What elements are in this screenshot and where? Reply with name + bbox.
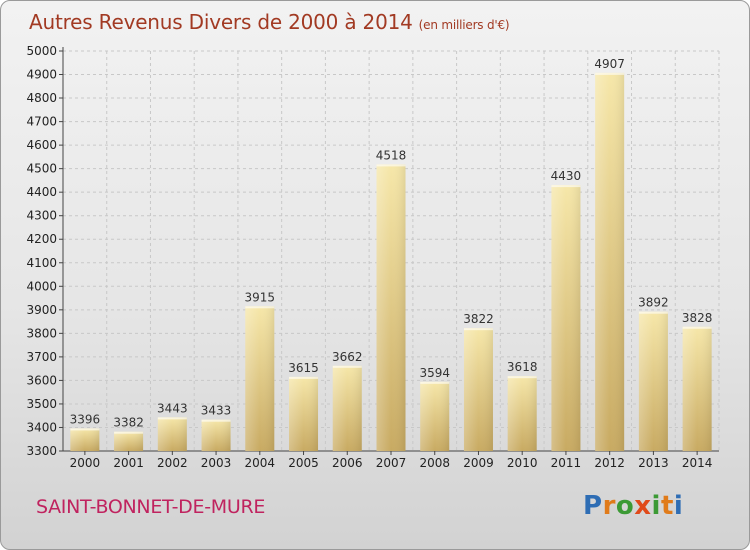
value-label: 3615 bbox=[288, 361, 319, 375]
x-tick-label: 2011 bbox=[551, 456, 582, 470]
y-tick-label: 4000 bbox=[26, 279, 57, 293]
commune-name: SAINT-BONNET-DE-MURE bbox=[36, 496, 266, 518]
bar-top-highlight bbox=[289, 376, 319, 379]
x-tick-label: 2001 bbox=[113, 456, 144, 470]
bar-shading bbox=[638, 311, 668, 451]
bar-shading bbox=[507, 376, 537, 451]
chart-title-text: Autres Revenus Divers de 2000 à 2014 bbox=[29, 10, 413, 34]
bar-shading bbox=[420, 381, 450, 451]
logo-letter: i bbox=[673, 491, 684, 521]
y-tick-label: 3300 bbox=[26, 444, 57, 458]
value-label: 3396 bbox=[70, 412, 101, 426]
bar-shading bbox=[289, 376, 319, 451]
y-tick-label: 4300 bbox=[26, 209, 57, 223]
y-tick-label: 3500 bbox=[26, 397, 57, 411]
y-tick-label: 3700 bbox=[26, 350, 57, 364]
y-tick-label: 5000 bbox=[26, 44, 57, 58]
y-tick-label: 3400 bbox=[26, 420, 57, 434]
bar-shading bbox=[595, 72, 625, 451]
x-tick-label: 2014 bbox=[682, 456, 713, 470]
logo-letter: r bbox=[602, 491, 616, 521]
logo-letter: i bbox=[651, 491, 661, 521]
bar-shading bbox=[157, 417, 187, 451]
bar-shading bbox=[376, 164, 406, 452]
y-tick-label: 3900 bbox=[26, 303, 57, 317]
bar-top-highlight bbox=[376, 164, 406, 167]
value-label: 3822 bbox=[463, 312, 494, 326]
y-tick-label: 4100 bbox=[26, 256, 57, 270]
bar-top-highlight bbox=[201, 419, 231, 422]
bar-top-highlight bbox=[463, 328, 493, 331]
y-tick-label: 4600 bbox=[26, 138, 57, 152]
value-label: 3618 bbox=[507, 360, 538, 374]
value-label: 3915 bbox=[245, 290, 276, 304]
bar-top-highlight bbox=[70, 428, 100, 431]
bar-shading bbox=[332, 365, 362, 451]
y-tick-label: 4800 bbox=[26, 91, 57, 105]
bars bbox=[70, 72, 712, 452]
bar-top-highlight bbox=[332, 365, 362, 368]
bar-shading bbox=[70, 428, 100, 451]
bar-shading bbox=[201, 419, 231, 451]
x-tick-label: 2012 bbox=[594, 456, 625, 470]
bar-top-highlight bbox=[114, 431, 144, 434]
value-label: 3828 bbox=[682, 311, 713, 325]
value-label: 3433 bbox=[201, 404, 232, 418]
x-tick-label: 2005 bbox=[288, 456, 319, 470]
bar-top-highlight bbox=[157, 417, 187, 420]
x-tick-label: 2010 bbox=[507, 456, 538, 470]
bar-top-highlight bbox=[245, 306, 275, 309]
x-tick-label: 2013 bbox=[638, 456, 669, 470]
proxiti-logo[interactable]: Proxiti bbox=[583, 491, 683, 521]
value-labels: 3396 3382 3443 3433 3915 3615 3662 4518 3594 3822… bbox=[70, 57, 713, 430]
value-label: 4518 bbox=[376, 148, 407, 162]
value-label: 3594 bbox=[419, 366, 450, 380]
chart-title: Autres Revenus Divers de 2000 à 2014 (en … bbox=[29, 10, 510, 34]
x-tick-label: 2004 bbox=[245, 456, 276, 470]
value-label: 3382 bbox=[113, 416, 144, 430]
bar-top-highlight bbox=[551, 185, 581, 188]
value-label: 4430 bbox=[551, 169, 582, 183]
x-tick-label: 2007 bbox=[376, 456, 407, 470]
value-label: 3662 bbox=[332, 350, 363, 364]
x-tick-label: 2000 bbox=[70, 456, 101, 470]
bar-top-highlight bbox=[638, 311, 668, 314]
bar-top-highlight bbox=[595, 72, 625, 75]
y-tick-label: 4500 bbox=[26, 162, 57, 176]
chart-title-unit: (en milliers d'€) bbox=[418, 18, 510, 32]
value-label: 3892 bbox=[638, 296, 669, 310]
y-tick-label: 3600 bbox=[26, 373, 57, 387]
value-label: 3443 bbox=[157, 401, 188, 415]
bar-shading bbox=[463, 328, 493, 451]
x-tick-label: 2002 bbox=[157, 456, 188, 470]
logo-letter: o bbox=[615, 491, 635, 521]
bar-shading bbox=[245, 306, 275, 451]
logo-letter: P bbox=[583, 491, 603, 521]
logo-letter: t bbox=[660, 491, 674, 521]
x-tick-label: 2008 bbox=[419, 456, 450, 470]
y-tick-label: 4900 bbox=[26, 68, 57, 82]
x-tick-label: 2006 bbox=[332, 456, 363, 470]
x-tick-label: 2009 bbox=[463, 456, 494, 470]
logo-letter: x bbox=[634, 491, 652, 521]
y-tick-label: 4700 bbox=[26, 115, 57, 129]
y-tick-label: 4200 bbox=[26, 232, 57, 246]
bar-top-highlight bbox=[507, 376, 537, 379]
bar-shading bbox=[682, 326, 712, 451]
bar-shading bbox=[114, 431, 144, 451]
bar-shading bbox=[551, 185, 581, 451]
x-tick-label: 2003 bbox=[201, 456, 232, 470]
value-label: 4907 bbox=[594, 57, 625, 71]
y-tick-label: 4400 bbox=[26, 185, 57, 199]
bar-top-highlight bbox=[420, 381, 450, 384]
y-tick-label: 3800 bbox=[26, 326, 57, 340]
bar-top-highlight bbox=[682, 326, 712, 329]
